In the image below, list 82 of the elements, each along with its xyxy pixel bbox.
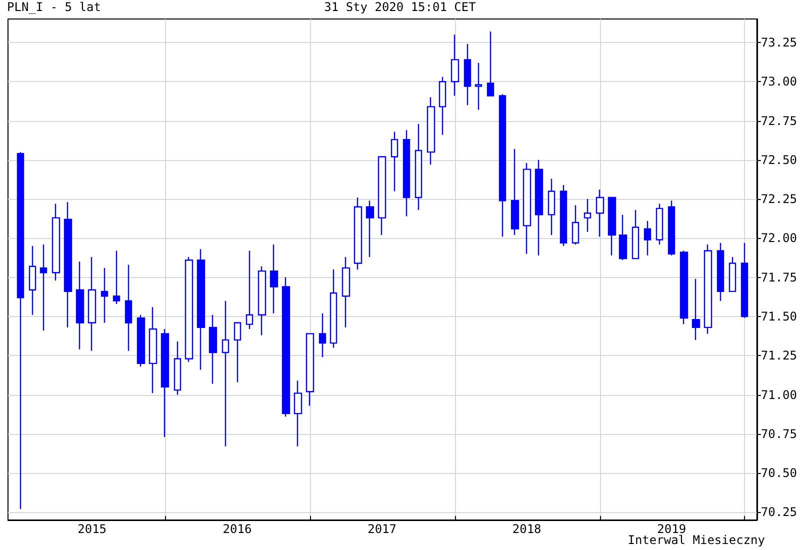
y-tick-label: 73.25 (760, 35, 797, 50)
candlestick (510, 148, 520, 236)
candlestick (76, 261, 84, 350)
candlestick (498, 94, 506, 238)
y-tick-label: 72.25 (760, 192, 797, 206)
candlestick (548, 178, 556, 236)
candlestick (234, 322, 242, 383)
candlestick (148, 306, 158, 394)
candlestick (52, 203, 60, 282)
candlestick (174, 340, 182, 396)
candlestick (40, 244, 48, 332)
y-tick-label: 73.00 (760, 74, 797, 89)
candlestick (426, 96, 436, 166)
candlestick (222, 300, 230, 448)
candlestick (306, 333, 314, 406)
candlestick (692, 278, 700, 341)
y-tick-label: 71.50 (760, 309, 797, 324)
candlestick (28, 245, 36, 316)
candlestick (64, 202, 72, 328)
candlestick (366, 200, 374, 258)
candlestick (258, 266, 266, 336)
candlestick (136, 314, 146, 368)
candlestick (572, 204, 580, 246)
candlestick (270, 244, 278, 314)
candlestick (184, 256, 194, 362)
candlestick (414, 123, 422, 211)
x-tick-label: 2019 (657, 522, 686, 536)
candlestick (16, 151, 24, 510)
candlestick (632, 209, 640, 260)
candlestick (438, 76, 446, 136)
candlestick (196, 248, 206, 370)
chart-title: PLN_I - 5 lat (7, 0, 101, 14)
candlestick (160, 328, 170, 438)
y-tick-label: 72.00 (760, 231, 797, 246)
candlestick (596, 189, 604, 238)
candlestick (644, 220, 652, 256)
candlestick (294, 380, 302, 448)
candlestick (208, 314, 218, 384)
candlestick (318, 312, 326, 358)
candlestick (246, 250, 254, 330)
candlestick (282, 276, 290, 418)
candlestick (486, 30, 494, 96)
candlestick (534, 159, 544, 256)
y-tick-label: 71.75 (760, 270, 797, 284)
candlestick (740, 242, 748, 319)
candlestick (608, 196, 616, 256)
text: Interwal Miesieczny (628, 533, 766, 547)
candlestick (450, 34, 460, 96)
candlestick (342, 256, 350, 328)
x-tick-label: 2017 (368, 522, 396, 536)
candlestick (402, 130, 410, 217)
candlestick (680, 250, 688, 325)
x-tick-label: 2015 (78, 522, 107, 536)
x-tick-label: 2016 (222, 522, 252, 536)
candlestick (124, 264, 132, 352)
candlestick (584, 198, 592, 233)
candlestick (390, 131, 398, 192)
y-tick-label: 70.25 (760, 505, 797, 520)
y-tick-label: 72.50 (760, 152, 797, 167)
candlestick (378, 156, 386, 236)
chart-subtitle: 31 Sty 2020 15:01 CET (324, 0, 476, 14)
candlestick (464, 43, 472, 106)
candlestick (656, 203, 664, 246)
candlestick (704, 244, 712, 334)
candlestick (474, 62, 482, 110)
y-tick-label: 72.75 (760, 114, 797, 128)
candlestick (716, 242, 724, 302)
y-tick-label: 70.75 (760, 426, 797, 441)
candlestick (618, 214, 628, 261)
candlestick (112, 250, 120, 305)
candlestick (668, 200, 676, 256)
candlestick (354, 196, 362, 270)
candlestick (728, 256, 736, 292)
x-tick-label: 2018 (512, 522, 542, 536)
y-tick-label: 70.50 (760, 466, 797, 480)
candlestick (330, 268, 338, 348)
y-tick-label: 71.25 (760, 348, 797, 363)
y-tick-label: 71.00 (760, 388, 797, 402)
candlestick (522, 162, 532, 254)
candlestick (88, 256, 96, 352)
candlestick (560, 184, 568, 247)
candlestick (100, 267, 108, 324)
